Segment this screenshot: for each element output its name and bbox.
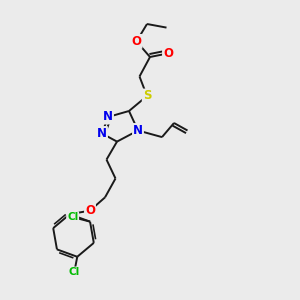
Text: N: N: [97, 127, 107, 140]
Text: O: O: [85, 204, 95, 217]
Text: O: O: [163, 47, 173, 60]
Text: S: S: [143, 89, 151, 103]
Text: N: N: [103, 110, 113, 124]
Text: Cl: Cl: [67, 212, 78, 222]
Text: Cl: Cl: [69, 267, 80, 278]
Text: N: N: [133, 124, 143, 137]
Text: O: O: [131, 35, 142, 48]
